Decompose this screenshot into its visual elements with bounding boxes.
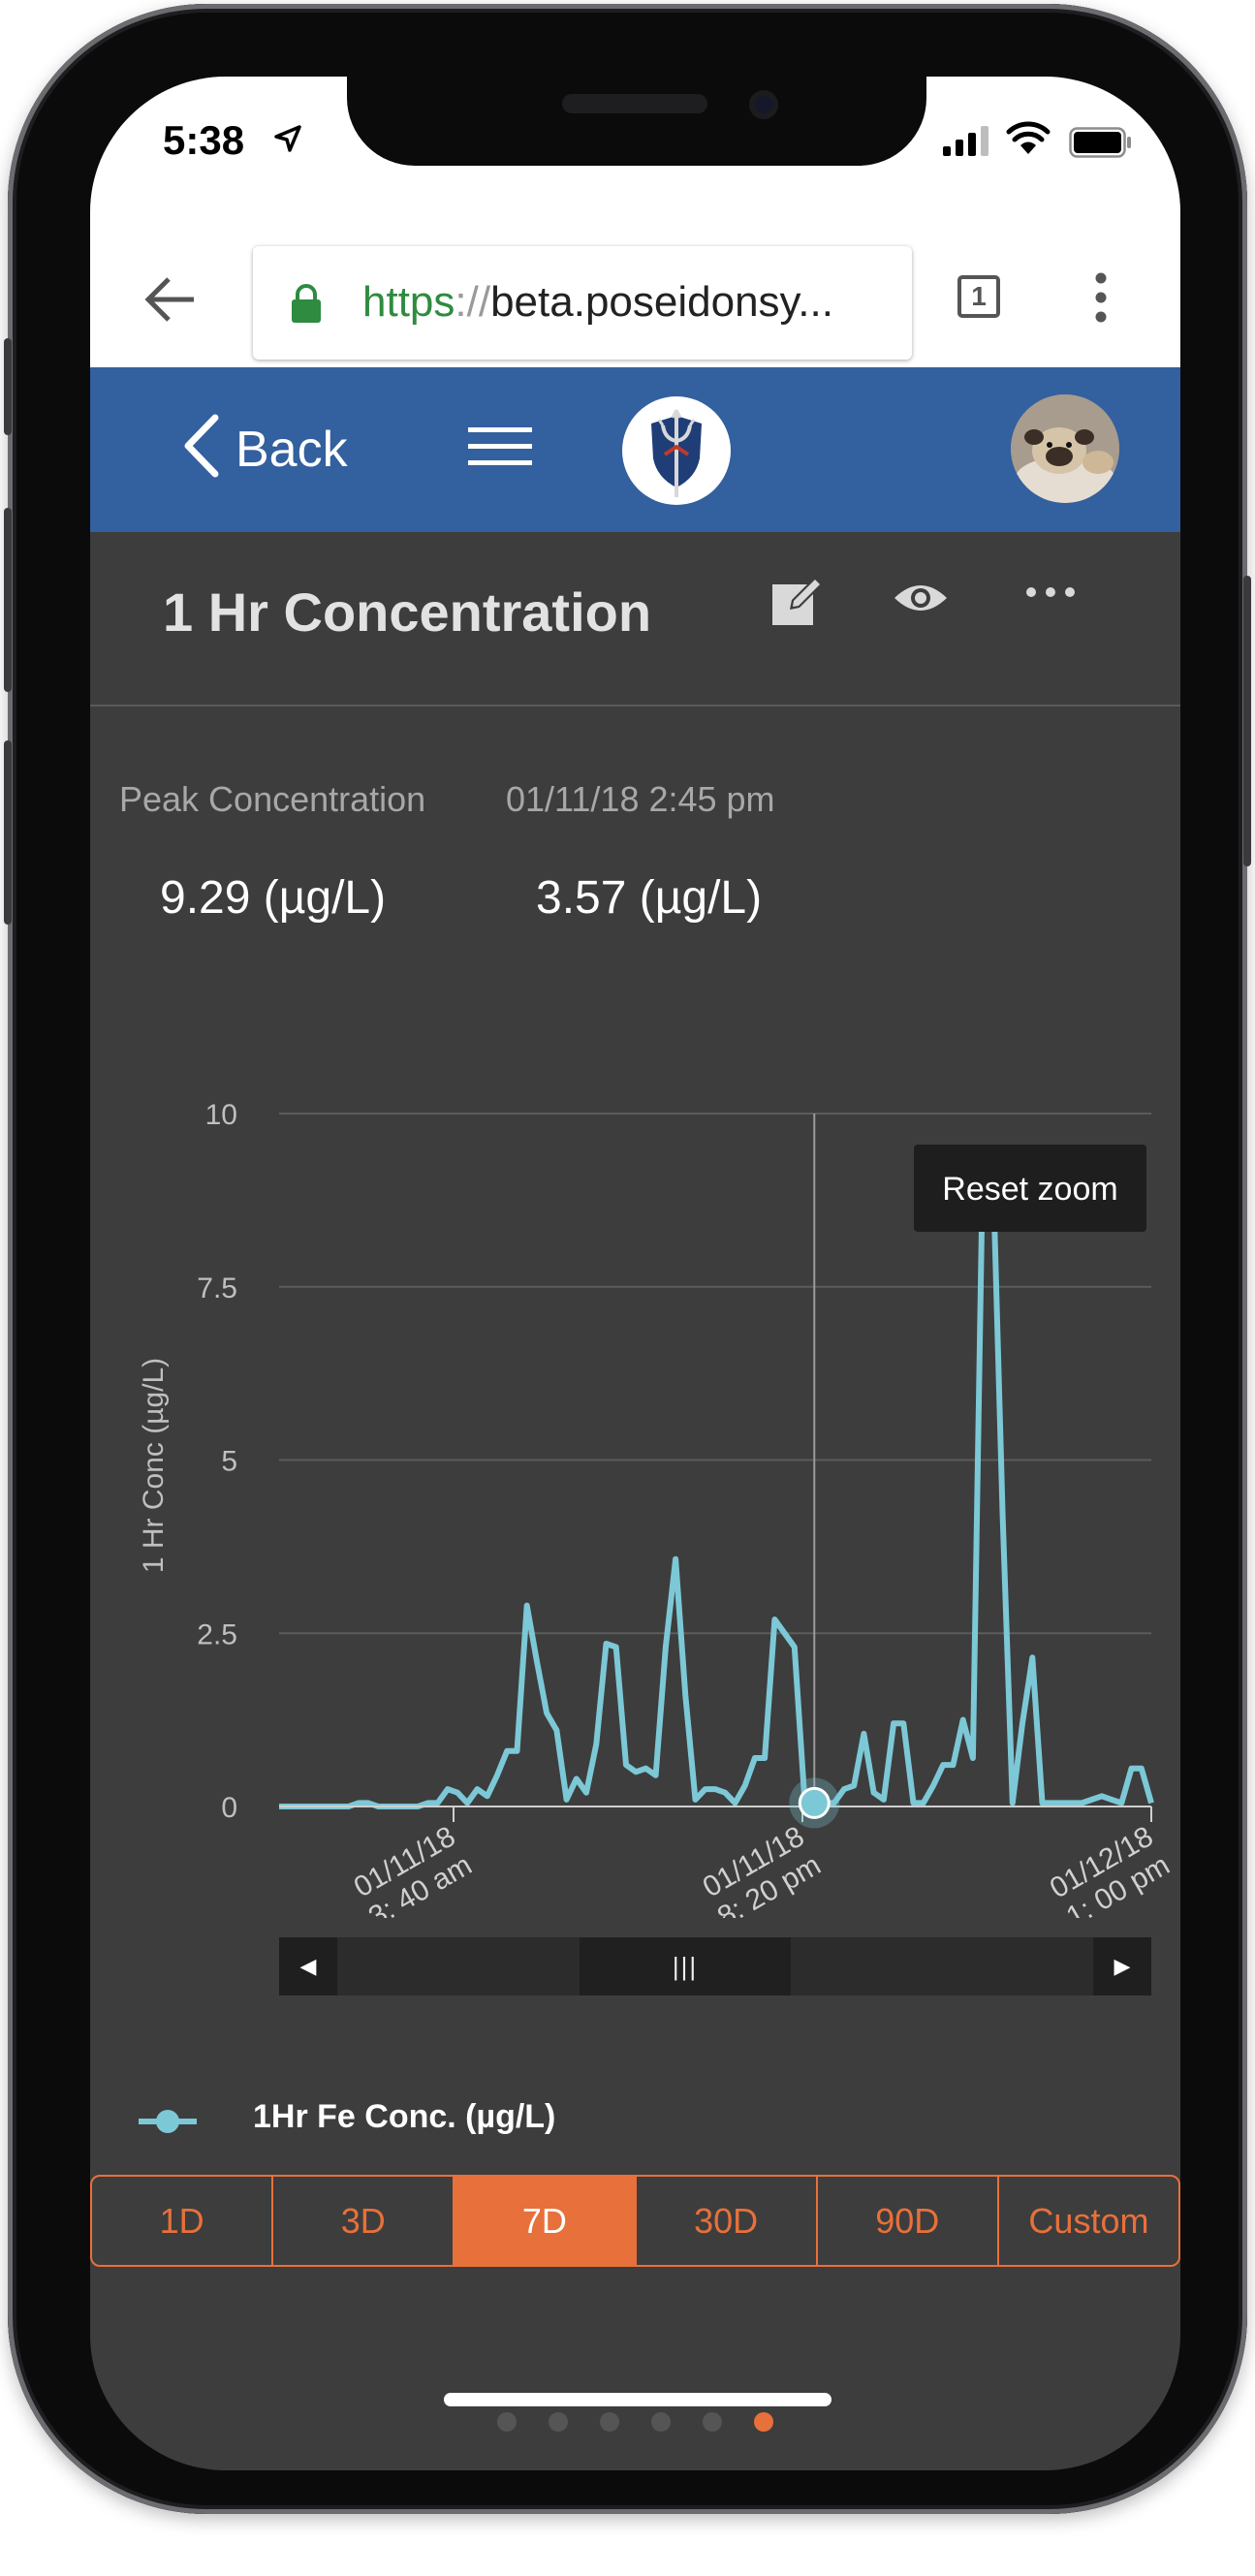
- browser-menu-icon[interactable]: [1093, 270, 1109, 325]
- browser-back-icon[interactable]: [143, 275, 198, 324]
- silent-switch: [4, 338, 12, 435]
- tab-switcher-icon[interactable]: 1: [957, 275, 1000, 318]
- series-line-fe-conc: [279, 1159, 1154, 1809]
- power-button: [1243, 576, 1251, 866]
- range-button-30d[interactable]: 30D: [634, 2175, 818, 2267]
- time-range-selector: 1D 3D 7D 30D 90D Custom: [90, 2175, 1180, 2267]
- range-button-1d[interactable]: 1D: [90, 2175, 274, 2267]
- range-button-7d[interactable]: 7D: [453, 2175, 637, 2267]
- eye-icon[interactable]: [893, 581, 949, 615]
- y-tick-label: 10: [205, 1099, 237, 1131]
- selected-time-label: 01/11/18 2:45 pm: [506, 779, 775, 819]
- range-button-3d[interactable]: 3D: [271, 2175, 455, 2267]
- screen: 5:38: [90, 77, 1180, 2470]
- speaker-grille: [562, 94, 707, 113]
- highlight-point[interactable]: [798, 1786, 831, 1819]
- y-axis-label: 1 Hr Conc (µg/L): [138, 1358, 170, 1573]
- front-camera: [749, 90, 778, 119]
- legend-series-marker-icon: [139, 2110, 197, 2133]
- y-tick-label: 2.5: [197, 1618, 237, 1650]
- back-button[interactable]: Back: [235, 422, 348, 478]
- dog-avatar-icon: [1011, 394, 1119, 503]
- url-text: https://beta.poseidonsy...: [362, 278, 833, 327]
- app-header: Back: [90, 367, 1180, 532]
- x-tick-label: 01/12/181: 00 pm: [1045, 1820, 1176, 1918]
- browser-toolbar: https://beta.poseidonsy... 1: [90, 232, 1180, 367]
- chart-title-bar: 1 Hr Concentration: [90, 532, 1180, 707]
- trident-shield-icon: [651, 409, 702, 497]
- more-options-icon[interactable]: [1025, 585, 1076, 599]
- page-title: 1 Hr Concentration: [163, 581, 652, 643]
- legend-label: 1Hr Fe Conc. (µg/L): [253, 2098, 556, 2135]
- wifi-icon: [1006, 121, 1051, 154]
- selected-time-value: 3.57 (µg/L): [536, 872, 763, 924]
- cellular-signal-icon: [943, 126, 988, 156]
- hamburger-menu-icon[interactable]: [468, 425, 532, 468]
- range-button-90d[interactable]: 90D: [815, 2175, 999, 2267]
- x-tick-label: 01/11/188: 20 pm: [696, 1820, 827, 1918]
- peak-concentration-label: Peak Concentration: [119, 779, 426, 819]
- x-tick-label: 01/11/183: 40 am: [347, 1820, 478, 1918]
- page-indicator-dots: [497, 2412, 773, 2432]
- y-axis-ticks: 0 2.5 5 7.5 10: [197, 1099, 237, 1824]
- scroll-left-button[interactable]: ◀: [279, 1937, 337, 1995]
- url-scheme: https: [362, 278, 455, 326]
- volume-up-button: [4, 508, 12, 692]
- user-avatar[interactable]: [1011, 394, 1119, 503]
- peak-concentration-value: 9.29 (µg/L): [160, 872, 387, 924]
- address-bar[interactable]: https://beta.poseidonsy...: [253, 246, 912, 360]
- scroll-right-button[interactable]: ▶: [1093, 1937, 1151, 1995]
- url-host: beta.poseidonsy...: [490, 278, 833, 326]
- lock-icon: [292, 284, 321, 323]
- reset-zoom-button[interactable]: Reset zoom: [914, 1145, 1146, 1232]
- location-arrow-icon: [274, 125, 301, 152]
- y-tick-label: 0: [221, 1792, 237, 1824]
- edit-icon[interactable]: [769, 571, 827, 629]
- status-time: 5:38: [163, 117, 245, 163]
- url-separator: ://: [455, 278, 491, 326]
- battery-icon: [1069, 127, 1131, 158]
- volume-down-button: [4, 740, 12, 925]
- y-tick-label: 5: [221, 1446, 237, 1478]
- chart-navigator-scrollbar[interactable]: ◀ ||| ▶: [279, 1937, 1151, 1995]
- x-axis-ticks: 01/11/183: 40 am 01/11/188: 20 pm 01/12/18…: [347, 1806, 1176, 1918]
- reset-zoom-label: Reset zoom: [942, 1171, 1117, 1208]
- trident-shield-logo[interactable]: [622, 396, 731, 505]
- scrollbar-thumb[interactable]: |||: [580, 1937, 791, 1995]
- phone-frame: 5:38: [4, 4, 1251, 2514]
- concentration-line-chart[interactable]: 0 2.5 5 7.5 10 1 Hr Conc (µg/L) 01/11/183: 4…: [90, 1026, 1180, 1918]
- chevron-left-icon[interactable]: [182, 414, 221, 478]
- home-indicator[interactable]: [444, 2393, 831, 2406]
- chart-legend-item[interactable]: 1Hr Fe Conc. (µg/L): [139, 2092, 555, 2151]
- y-tick-label: 7.5: [197, 1272, 237, 1304]
- notch: [347, 77, 926, 166]
- range-button-custom[interactable]: Custom: [996, 2175, 1180, 2267]
